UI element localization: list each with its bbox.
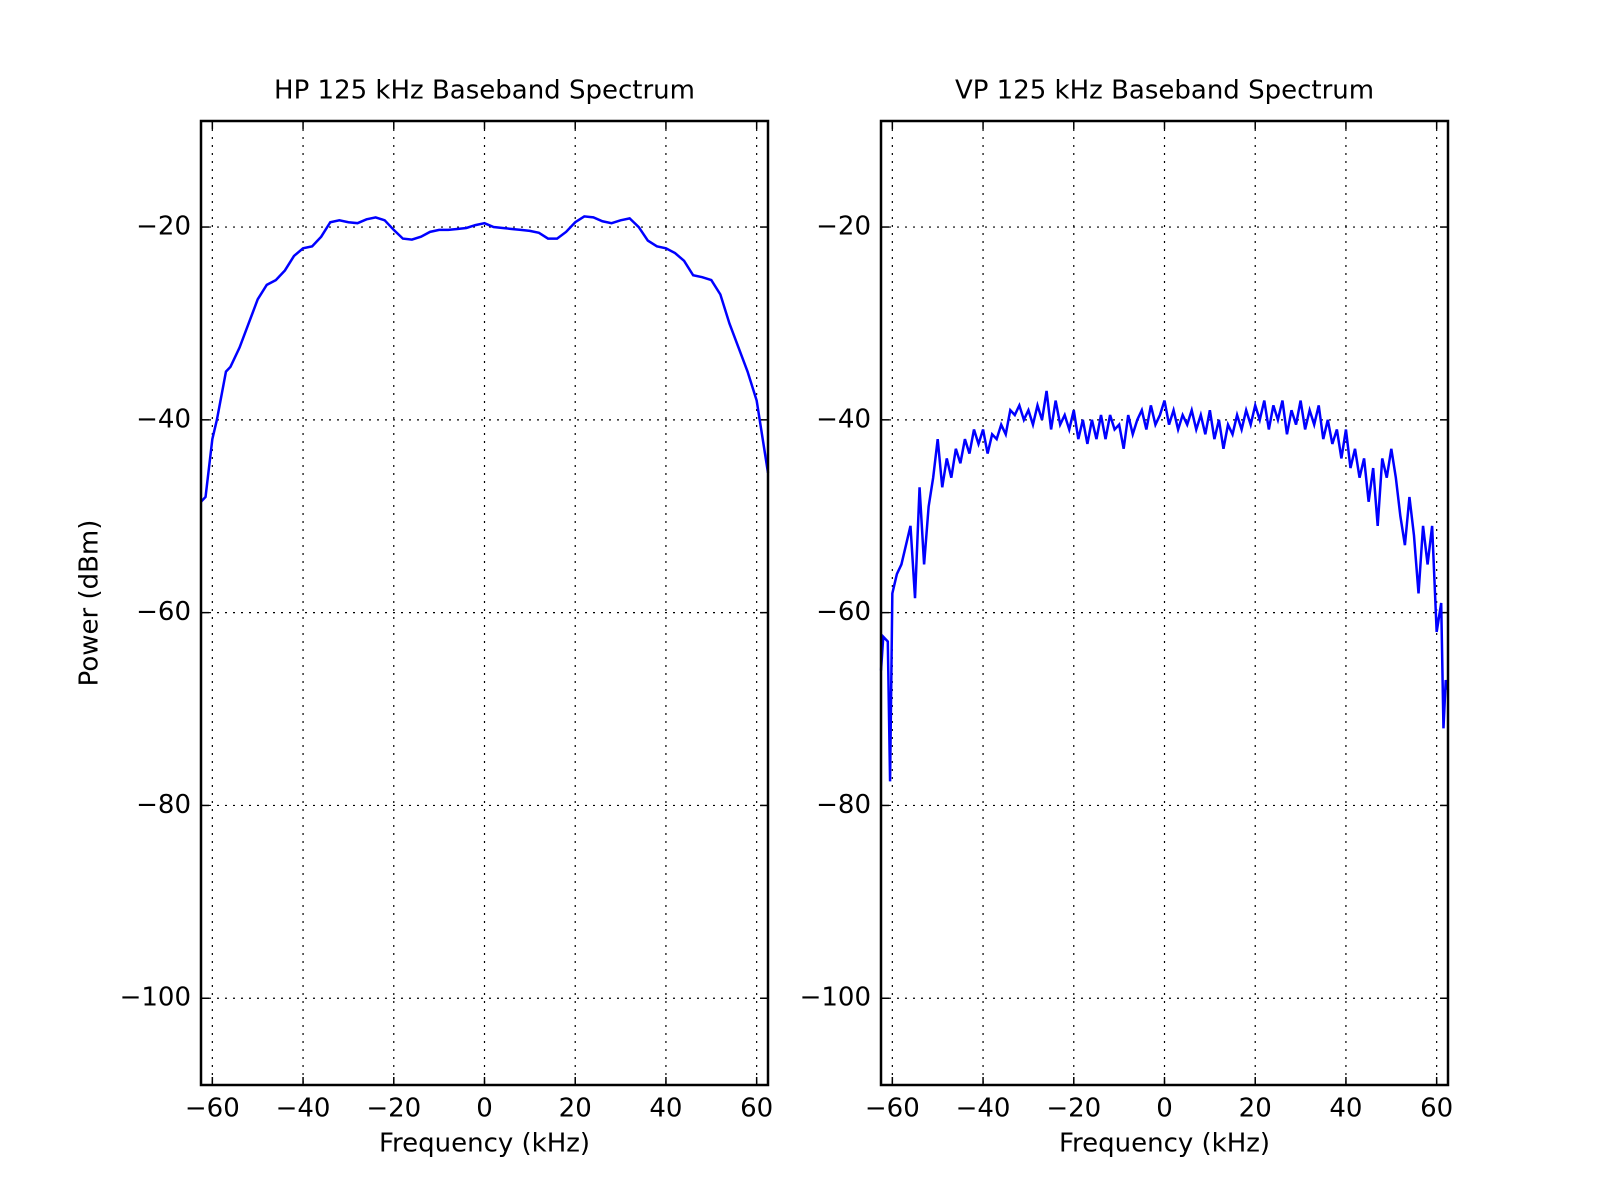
y-tick-label: −20 (136, 212, 191, 242)
x-tick-label: −40 (276, 1094, 331, 1124)
y-axis-label: Power (dBm) (75, 520, 105, 687)
x-tick-label: 60 (1420, 1094, 1453, 1124)
y-tick-label: −80 (136, 790, 191, 820)
x-axis-label: Frequency (kHz) (1059, 1129, 1270, 1159)
x-tick-label: −60 (865, 1094, 920, 1124)
x-tick-label: 40 (1329, 1094, 1362, 1124)
y-tick-label: −100 (120, 983, 191, 1013)
x-tick-label: 0 (1156, 1094, 1173, 1124)
x-tick-label: 20 (1239, 1094, 1272, 1124)
y-tick-label: −40 (816, 404, 871, 434)
x-tick-label: 60 (740, 1094, 773, 1124)
line-series (200, 215, 770, 503)
x-tick-label: −40 (956, 1094, 1011, 1124)
chart-title: HP 125 kHz Baseband Spectrum (274, 76, 695, 106)
axes-frame (199, 119, 770, 1087)
line-series (879, 390, 1450, 782)
x-tick-label: 0 (476, 1094, 493, 1124)
y-tick-label: −60 (816, 597, 871, 627)
y-tick-label: −80 (816, 790, 871, 820)
x-tick-label: 40 (649, 1094, 682, 1124)
chart-title: VP 125 kHz Baseband Spectrum (955, 76, 1374, 106)
y-tick-label: −20 (816, 212, 871, 242)
axes-frame (879, 119, 1450, 1087)
x-tick-label: −20 (366, 1094, 421, 1124)
y-tick-label: −40 (136, 404, 191, 434)
x-tick-label: −20 (1046, 1094, 1101, 1124)
x-axis-label: Frequency (kHz) (379, 1129, 590, 1159)
x-tick-label: 20 (559, 1094, 592, 1124)
y-tick-label: −100 (800, 983, 871, 1013)
x-tick-label: −60 (185, 1094, 240, 1124)
y-tick-label: −60 (136, 597, 191, 627)
